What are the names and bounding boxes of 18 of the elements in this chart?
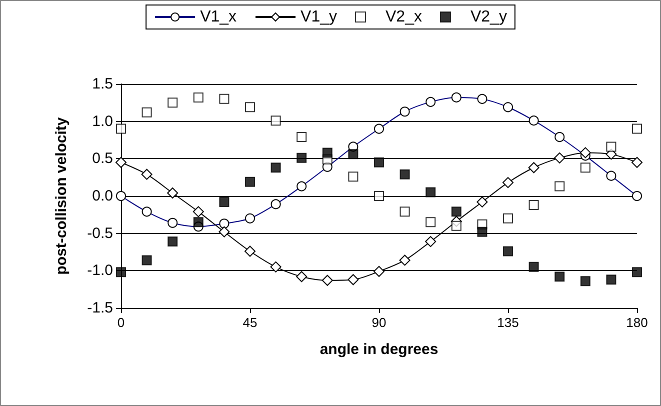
x-tick-label: 90	[372, 315, 386, 330]
y-tick-label: 1.5	[92, 76, 113, 92]
x-tick-label: 0	[117, 315, 125, 330]
legend-label: V1_x	[200, 8, 237, 26]
y-tick-label: 0.0	[92, 188, 113, 204]
y-tick-label: -0.5	[87, 224, 113, 242]
y-tick-label: -1.5	[87, 300, 113, 316]
legend-label: V1_y	[300, 8, 337, 26]
x-tick-label: 45	[242, 315, 258, 330]
legend-label: V2_x	[386, 8, 422, 26]
y-tick-label: -1.0	[87, 262, 113, 280]
y-axis-title: post-collision velocity	[53, 116, 70, 275]
x-tick-label: 135	[497, 315, 519, 330]
legend-label: V2_y	[470, 8, 507, 26]
x-axis-title: angle in degrees	[320, 341, 438, 358]
y-tick-label: 1.0	[92, 112, 113, 130]
x-tick-label: 180	[626, 315, 648, 330]
y-tick-label: 0.5	[92, 150, 113, 168]
